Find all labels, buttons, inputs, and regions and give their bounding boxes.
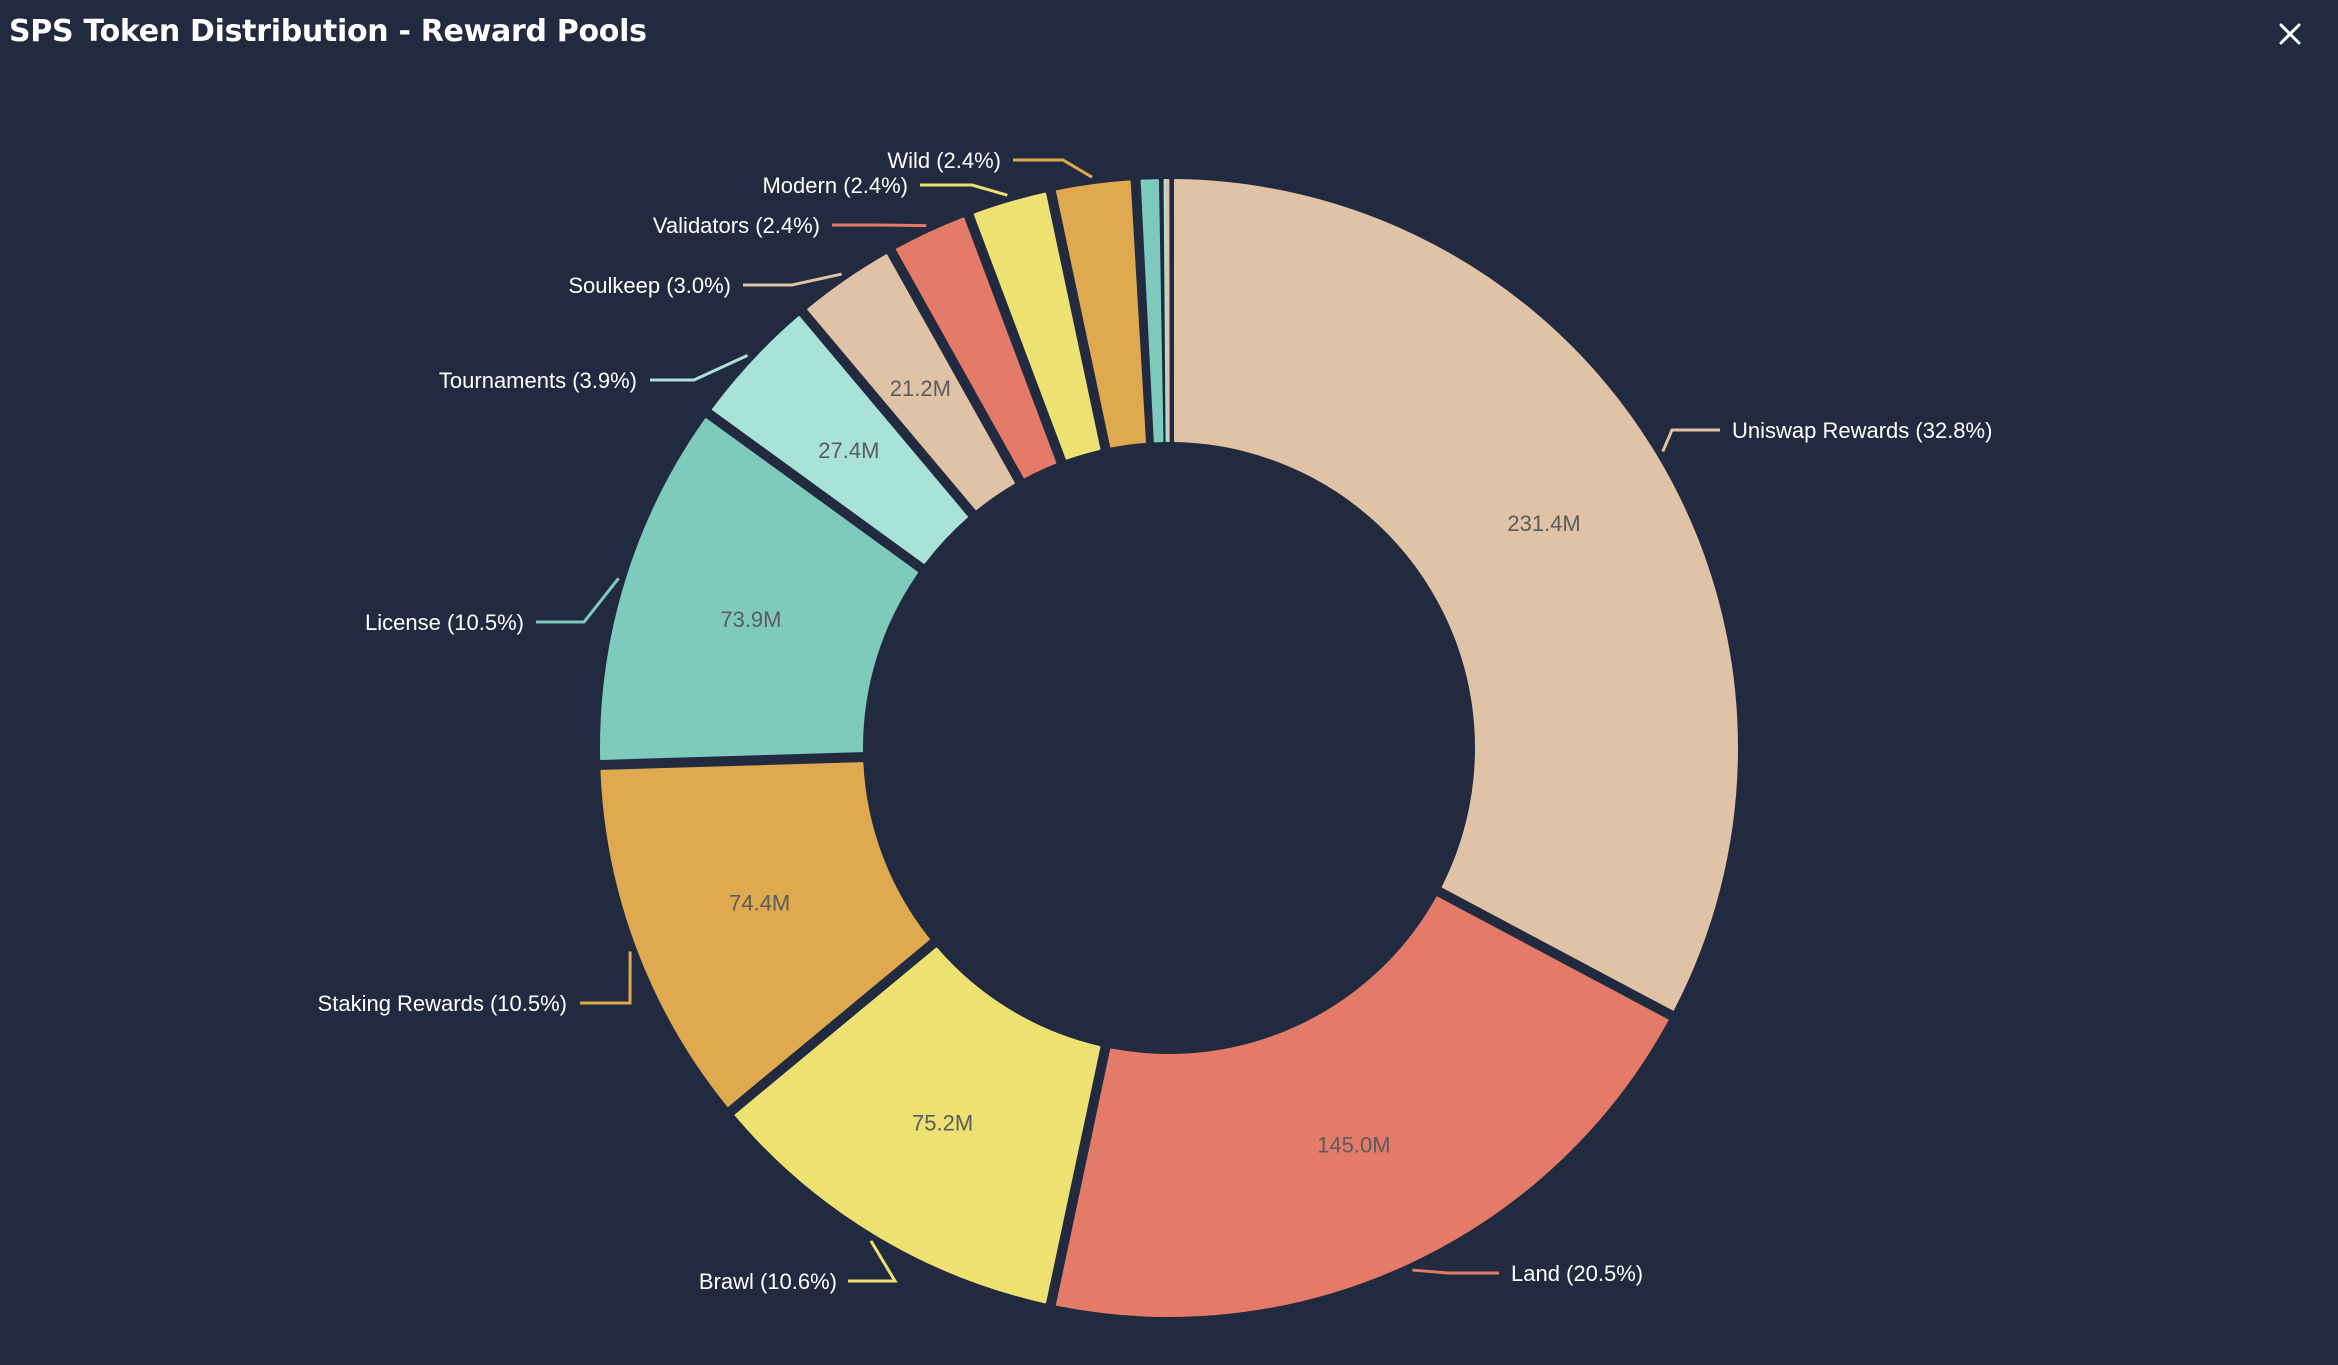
chart-header: SPS Token Distribution - Reward Pools	[0, 0, 2338, 70]
slice-value-label-6: 21.2M	[890, 376, 951, 401]
close-icon	[2279, 23, 2301, 45]
slice-value-label-5: 27.4M	[818, 438, 879, 463]
leader-line-7	[832, 223, 927, 228]
slice-7[interactable]	[895, 217, 1057, 479]
slice-category-label-3: Staking Rewards (10.5%)	[318, 991, 567, 1016]
slice-category-label-5: Tournaments (3.9%)	[439, 368, 637, 393]
leader-line-4	[536, 577, 620, 624]
leader-line-0	[1661, 428, 1720, 453]
slice-9[interactable]	[1055, 180, 1146, 448]
leader-line-2	[848, 1240, 898, 1283]
slice-8[interactable]	[973, 192, 1101, 460]
slice-value-label-1: 145.0M	[1317, 1133, 1390, 1158]
labels-layer: 231.4M Uniswap Rewards (32.8%) 145.0M Land …	[318, 148, 1993, 1294]
slice-category-label-8: Modern (2.4%)	[762, 173, 908, 198]
slice-value-label-2: 75.2M	[912, 1110, 973, 1135]
slice-1[interactable]	[1055, 896, 1669, 1317]
slice-6[interactable]	[807, 254, 1015, 511]
leader-line-6	[743, 272, 842, 287]
slice-2[interactable]	[734, 947, 1101, 1304]
slice-5[interactable]	[711, 316, 968, 564]
slice-category-label-6: Soulkeep (3.0%)	[568, 273, 731, 298]
slice-value-label-0: 231.4M	[1507, 511, 1580, 536]
slice-12[interactable]	[1166, 179, 1170, 443]
slice-value-label-4: 73.9M	[720, 607, 781, 632]
slice-3[interactable]	[600, 762, 930, 1107]
slice-category-label-0: Uniswap Rewards (32.8%)	[1732, 418, 1992, 443]
slice-category-label-4: License (10.5%)	[365, 610, 524, 635]
leader-lines-layer	[536, 158, 1720, 1283]
leader-line-8	[920, 183, 1008, 197]
slice-4[interactable]	[600, 418, 919, 760]
leader-line-1	[1412, 1268, 1499, 1275]
leader-line-5	[650, 354, 749, 382]
chart-title: SPS Token Distribution - Reward Pools	[9, 14, 647, 49]
slice-0[interactable]	[1174, 179, 1738, 1011]
slice-category-label-1: Land (20.5%)	[1511, 1261, 1643, 1286]
leader-line-3	[580, 951, 632, 1005]
slice-value-label-3: 74.4M	[729, 891, 790, 916]
slice-category-label-7: Validators (2.4%)	[653, 213, 820, 238]
slices-layer	[600, 179, 1738, 1317]
slice-category-label-9: Wild (2.4%)	[887, 148, 1001, 173]
slice-category-label-2: Brawl (10.6%)	[699, 1269, 837, 1294]
leader-line-9	[1013, 158, 1093, 179]
slice-10[interactable]	[1140, 179, 1164, 443]
close-button[interactable]	[2270, 14, 2310, 54]
